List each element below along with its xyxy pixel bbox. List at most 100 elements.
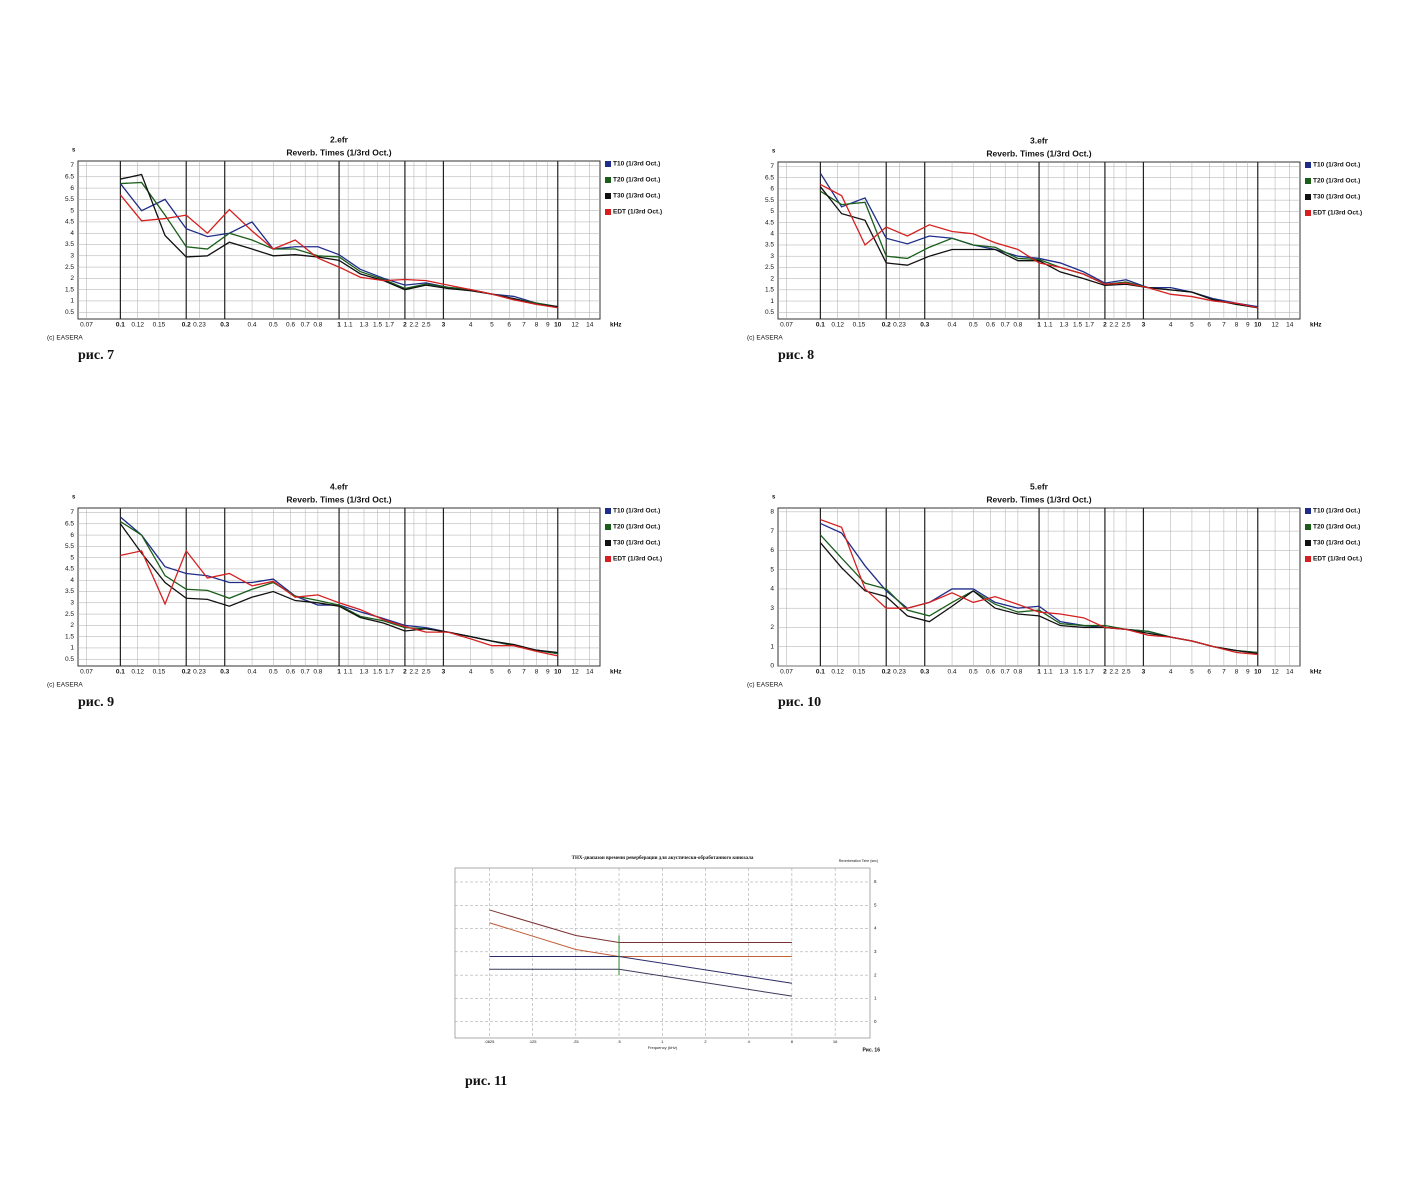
x-tick-label: 7	[1222, 669, 1226, 676]
y-tick-label: 3	[874, 949, 877, 954]
legend-label: T20 (1/3rd Oct.)	[613, 177, 660, 184]
x-tick-label: 6	[507, 669, 511, 676]
y-tick-label: 5.5	[65, 196, 74, 203]
legend-swatch	[605, 177, 611, 183]
x-tick-label: 8	[535, 322, 539, 329]
x-unit: kHz	[610, 322, 622, 329]
x-tick-label: 7	[522, 322, 526, 329]
y-tick-label: 7	[70, 162, 74, 169]
y-tick-label: 2.5	[65, 264, 74, 271]
legend-label: T10 (1/3rd Oct.)	[613, 508, 660, 515]
x-tick-label: 0.2	[182, 322, 191, 329]
x-tick-label: 8	[1235, 322, 1239, 329]
y-tick-label: 3	[770, 253, 774, 260]
y-tick-label: 3.5	[65, 241, 74, 248]
y-tick-label: 0	[874, 1019, 877, 1024]
x-tick-label: 0.23	[893, 669, 906, 676]
y-tick-label: 3	[70, 600, 74, 607]
x-tick-label: 0.8	[1013, 669, 1022, 676]
x-tick-label: 4	[469, 322, 473, 329]
x-tick-label: 10	[554, 669, 562, 676]
x-tick-label: 0.23	[193, 669, 206, 676]
x-tick-label: 0.4	[948, 322, 957, 329]
x-tick-label: 1.3	[1059, 322, 1068, 329]
y-tick-label: 1.5	[65, 286, 74, 293]
y-tick-label: 0.5	[765, 309, 774, 316]
x-tick-label: 0.7	[301, 322, 310, 329]
caption: рис. 10	[778, 695, 821, 710]
x-tick-label: 5	[490, 322, 494, 329]
x-tick-label: 2.5	[1122, 669, 1131, 676]
x-tick-label: 0.7	[1001, 669, 1010, 676]
x-tick-label: 14	[1286, 322, 1294, 329]
y-tick-label: 4	[70, 577, 74, 584]
x-tick-label: 0.12	[131, 669, 144, 676]
y-tick-label: 2	[874, 972, 877, 977]
y-unit: s	[72, 495, 76, 501]
x-tick-label: 2.5	[1122, 322, 1131, 329]
x-tick-label: 0.15	[153, 669, 166, 676]
y-tick-label: 1	[770, 643, 774, 650]
y-tick-label: 4	[70, 230, 74, 237]
x-tick-label: 9	[1246, 669, 1250, 676]
x-tick-label: 1.1	[344, 322, 353, 329]
x-tick-label: 2	[1103, 669, 1107, 676]
x-tick-label: 10	[1254, 669, 1262, 676]
caption: рис. 9	[78, 695, 114, 710]
x-tick-label: 1.3	[359, 669, 368, 676]
x-tick-label: 3	[1142, 322, 1146, 329]
x-tick-label: 12	[571, 322, 579, 329]
x-tick-label: 0.3	[920, 669, 929, 676]
copyright: (c) EASERA	[747, 335, 783, 342]
caption: рис. 11	[465, 1074, 507, 1089]
legend-swatch	[1305, 162, 1311, 168]
x-tick-label: 0.23	[893, 322, 906, 329]
x-tick-label: 0.07	[80, 322, 93, 329]
y-tick-label: 7	[770, 528, 774, 535]
x-tick-label: 0.5	[269, 669, 278, 676]
series-line	[820, 183, 1258, 309]
legend-swatch	[605, 556, 611, 562]
y-tick-label: 1	[874, 996, 877, 1001]
legend-swatch	[605, 161, 611, 167]
x-tick-label: 2	[704, 1039, 707, 1044]
legend-label: T30 (1/3rd Oct.)	[613, 540, 660, 547]
x-tick-label: 6	[507, 322, 511, 329]
y-tick-label: 5.5	[765, 197, 774, 204]
series-line	[489, 922, 792, 957]
y-tick-label: 2	[770, 624, 774, 631]
x-axis-label: Frequency (kHz)	[648, 1045, 678, 1050]
y-tick-label: 6	[874, 879, 877, 884]
x-tick-label: 0.2	[182, 669, 191, 676]
x-tick-label: 0.8	[313, 669, 322, 676]
x-tick-label: 2.5	[422, 322, 431, 329]
caption: рис. 8	[778, 348, 814, 363]
chart-subtitle: Reverb. Times (1/3rd Oct.)	[986, 148, 1091, 158]
x-tick-label: 1.3	[359, 322, 368, 329]
x-tick-label: 1	[661, 1039, 664, 1044]
y-unit: s	[772, 495, 776, 501]
x-tick-label: 6	[1207, 669, 1211, 676]
series-line	[119, 523, 558, 654]
x-tick-label: 8	[791, 1039, 794, 1044]
x-tick-label: 2	[1103, 322, 1107, 329]
legend-label: EDT (1/3rd Oct.)	[613, 209, 662, 216]
x-tick-label: 0.1	[816, 322, 825, 329]
caption: рис. 7	[78, 348, 114, 363]
legend-label: T30 (1/3rd Oct.)	[613, 193, 660, 200]
x-tick-label: .5	[617, 1039, 621, 1044]
x-tick-label: 0.8	[1013, 322, 1022, 329]
y-tick-label: 1	[770, 298, 774, 305]
y-tick-label: 1.5	[765, 287, 774, 294]
x-tick-label: 2.5	[422, 669, 431, 676]
x-tick-label: 0.6	[286, 669, 295, 676]
x-tick-label: 1.3	[1059, 669, 1068, 676]
x-tick-label: 1.5	[1073, 669, 1082, 676]
legend-swatch	[1305, 540, 1311, 546]
x-tick-label: 0.15	[853, 669, 866, 676]
x-tick-label: 0.3	[220, 669, 229, 676]
series-line	[120, 549, 558, 657]
x-unit: kHz	[610, 669, 622, 676]
y-tick-label: 5	[874, 902, 877, 907]
x-tick-label: 0.1	[816, 669, 825, 676]
